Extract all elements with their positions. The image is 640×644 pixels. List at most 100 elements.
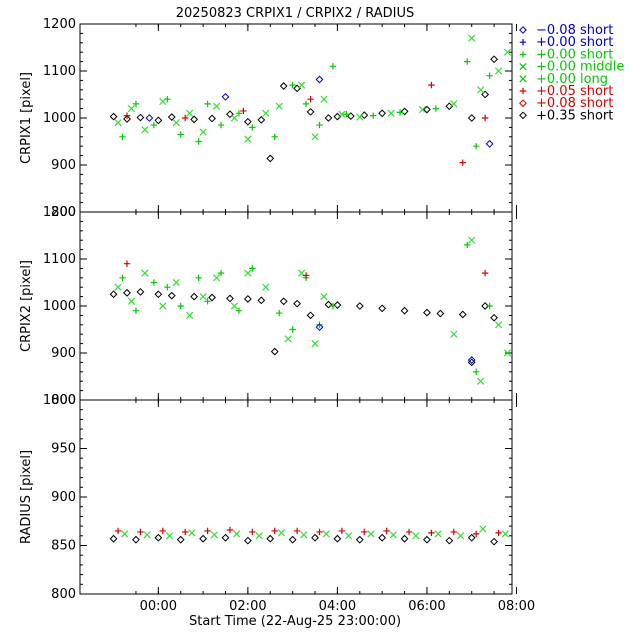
data-point bbox=[217, 269, 225, 277]
data-point bbox=[123, 112, 131, 119]
data-point bbox=[204, 100, 211, 108]
data-point bbox=[329, 63, 337, 70]
data-point bbox=[450, 528, 458, 536]
data-point bbox=[154, 533, 163, 542]
data-point bbox=[119, 133, 126, 140]
data-point bbox=[400, 107, 409, 116]
data-point bbox=[423, 105, 431, 114]
data-point bbox=[257, 115, 266, 124]
data-point bbox=[164, 284, 171, 291]
data-point bbox=[288, 535, 297, 544]
data-point bbox=[370, 112, 377, 119]
panels-group: 800 900 1000 1100 1200 CRPIX1 [pixel] 800 900 10… bbox=[19, 17, 535, 614]
legend-marker bbox=[519, 99, 527, 108]
data-point bbox=[275, 102, 283, 110]
data-point bbox=[467, 114, 476, 122]
data-point bbox=[119, 274, 126, 281]
data-point bbox=[159, 97, 167, 106]
data-point bbox=[436, 309, 445, 318]
data-point bbox=[367, 530, 375, 538]
data-point bbox=[418, 105, 427, 114]
data-point bbox=[346, 112, 355, 121]
data-point bbox=[297, 81, 306, 89]
data-point bbox=[472, 143, 480, 150]
y-tick-label: 1100 bbox=[43, 252, 76, 267]
legend-marker bbox=[519, 26, 527, 34]
panel-1: 800 900 1000 1100 1200 CRPIX1 [pixel] bbox=[19, 17, 517, 220]
data-point bbox=[467, 358, 476, 367]
data-point bbox=[405, 528, 413, 536]
data-point bbox=[378, 533, 387, 542]
data-point bbox=[123, 260, 131, 267]
data-point bbox=[186, 109, 194, 117]
legend-label: +0.00 short bbox=[536, 47, 613, 62]
data-point bbox=[204, 527, 211, 535]
data-point bbox=[150, 121, 158, 129]
y-tick-label: 1200 bbox=[43, 17, 76, 32]
data-point bbox=[199, 128, 207, 136]
data-point bbox=[199, 534, 208, 543]
data-point bbox=[450, 330, 458, 338]
data-point bbox=[468, 236, 476, 244]
data-point bbox=[195, 138, 202, 145]
data-point bbox=[226, 294, 234, 303]
data-point bbox=[279, 82, 288, 90]
data-point bbox=[322, 530, 330, 538]
data-point bbox=[494, 67, 503, 75]
data-point bbox=[276, 309, 283, 317]
data-point bbox=[154, 290, 163, 299]
data-point bbox=[244, 135, 252, 143]
data-point bbox=[464, 58, 471, 65]
data-point bbox=[136, 113, 145, 122]
data-point bbox=[262, 283, 270, 291]
data-point bbox=[210, 531, 218, 539]
legend-label: +0.00 short bbox=[536, 35, 613, 50]
data-point bbox=[389, 531, 397, 539]
data-point bbox=[141, 126, 149, 134]
data-point bbox=[186, 311, 194, 320]
data-point bbox=[127, 104, 136, 113]
x-tick-label: 04:00 bbox=[319, 599, 356, 614]
data-point bbox=[121, 530, 129, 538]
data-point bbox=[477, 86, 485, 94]
chart-title: 20250823 CRPIX1 / CRPIX2 / RADIUS bbox=[176, 6, 415, 21]
data-point bbox=[459, 159, 466, 166]
data-point bbox=[293, 299, 302, 308]
data-point bbox=[249, 265, 256, 272]
data-point bbox=[400, 306, 409, 315]
data-point bbox=[490, 55, 499, 64]
data-point bbox=[456, 532, 465, 540]
legend-marker bbox=[519, 51, 527, 58]
y-tick-label: 850 bbox=[51, 539, 76, 554]
data-point bbox=[378, 304, 387, 313]
data-point bbox=[137, 528, 144, 536]
y-tick-label: 1000 bbox=[43, 299, 76, 314]
data-point bbox=[306, 107, 315, 116]
data-point bbox=[361, 528, 368, 536]
data-point bbox=[423, 535, 431, 544]
data-point bbox=[300, 531, 308, 539]
legend-label: −0.08 short bbox=[536, 23, 613, 38]
y-tick-label: 1100 bbox=[43, 64, 76, 79]
data-point bbox=[343, 111, 350, 118]
data-point bbox=[154, 116, 163, 125]
data-point bbox=[329, 302, 337, 310]
data-point bbox=[204, 298, 211, 305]
data-point bbox=[243, 295, 252, 303]
data-point bbox=[316, 121, 323, 129]
data-point bbox=[338, 527, 346, 535]
data-point bbox=[230, 302, 239, 310]
data-point bbox=[182, 114, 189, 122]
data-point bbox=[503, 48, 512, 56]
data-point bbox=[315, 323, 324, 332]
legend-label: +0.08 short bbox=[536, 96, 613, 111]
data-point bbox=[501, 530, 509, 538]
data-point bbox=[333, 534, 342, 543]
data-point bbox=[450, 100, 458, 108]
data-point bbox=[355, 302, 364, 310]
data-point bbox=[208, 114, 216, 123]
data-point bbox=[123, 288, 131, 297]
y-tick-label: 800 bbox=[51, 393, 76, 408]
data-point bbox=[145, 114, 154, 122]
data-point bbox=[344, 532, 353, 540]
